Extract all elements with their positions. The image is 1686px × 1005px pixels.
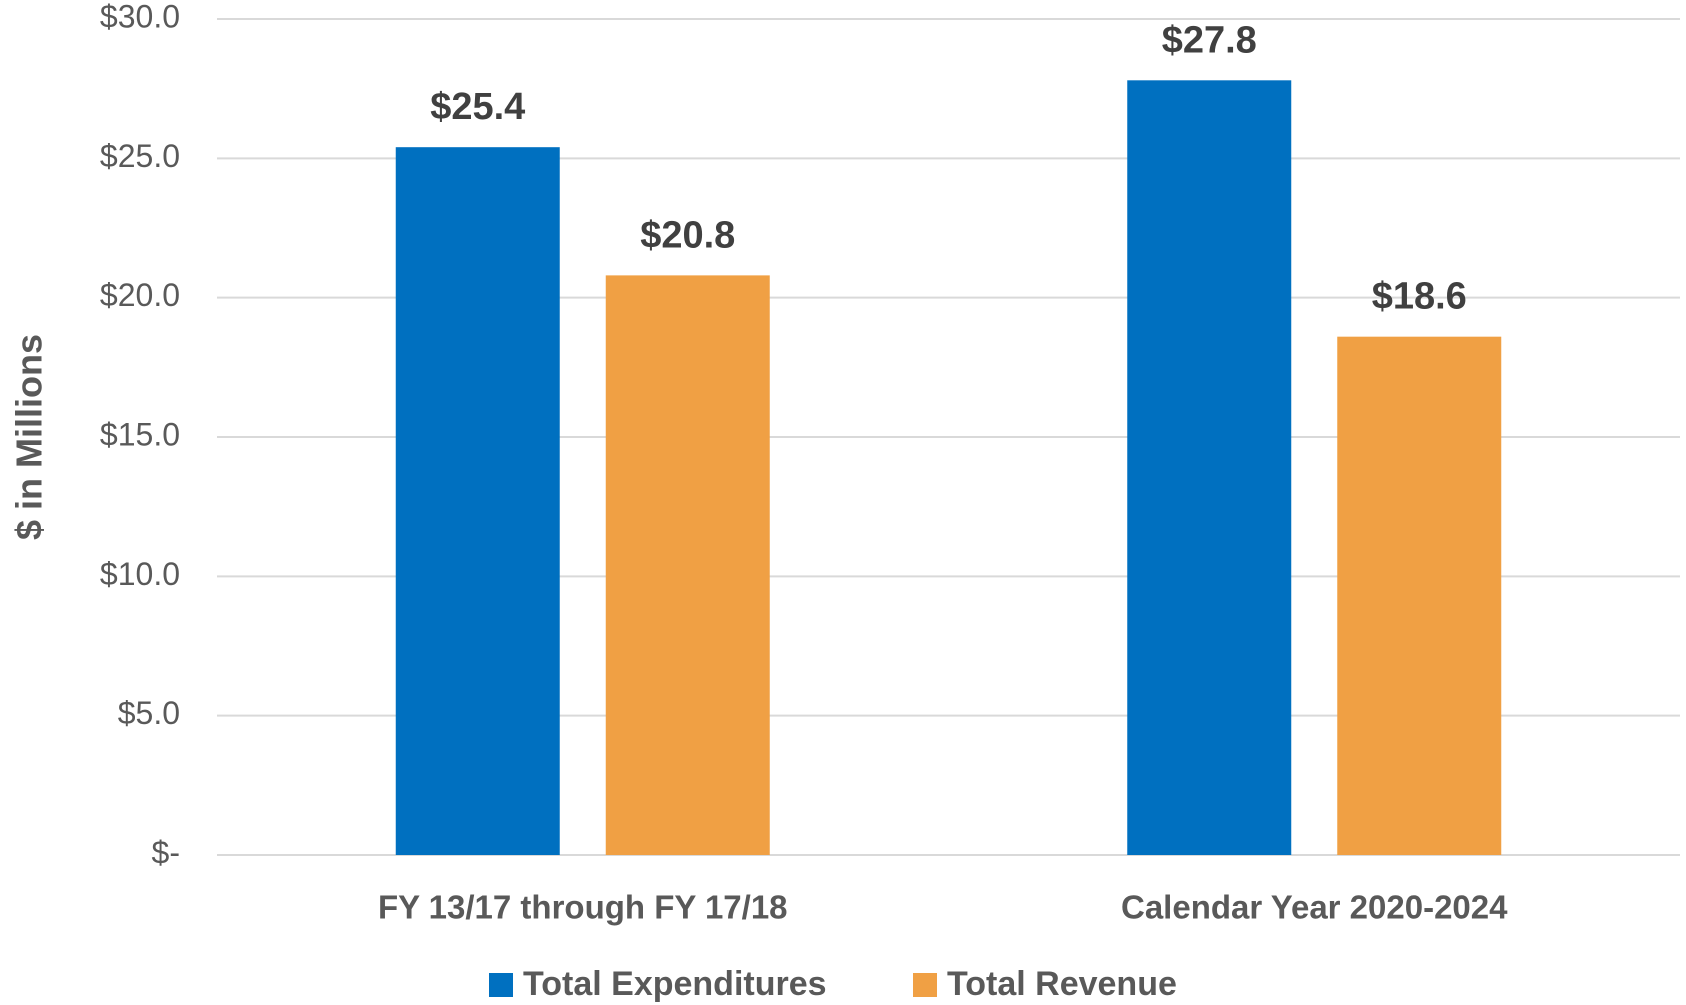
y-tick-label: $5.0 xyxy=(118,695,180,731)
y-tick-label: $10.0 xyxy=(100,556,180,592)
legend-swatch xyxy=(913,973,937,997)
bar xyxy=(605,275,770,856)
y-tick-label: $15.0 xyxy=(100,416,180,452)
y-axis-label: $ in Millions xyxy=(9,334,50,540)
bar xyxy=(1127,80,1292,856)
value-label: $20.8 xyxy=(640,214,735,256)
value-label: $18.6 xyxy=(1372,276,1467,318)
bar xyxy=(395,147,560,856)
y-tick-label: $- xyxy=(152,834,180,870)
bar xyxy=(1337,336,1502,855)
legend-label: Total Revenue xyxy=(947,965,1177,1003)
y-tick-label: $20.0 xyxy=(100,277,180,313)
x-tick-label: FY 13/17 through FY 17/18 xyxy=(378,889,788,926)
legend-swatch xyxy=(489,973,513,997)
y-tick-label: $30.0 xyxy=(100,0,180,34)
y-tick-label: $25.0 xyxy=(100,138,180,174)
value-label: $27.8 xyxy=(1162,19,1257,61)
x-tick-label: Calendar Year 2020-2024 xyxy=(1121,889,1508,926)
legend-label: Total Expenditures xyxy=(523,965,827,1003)
value-label: $25.4 xyxy=(430,86,525,128)
